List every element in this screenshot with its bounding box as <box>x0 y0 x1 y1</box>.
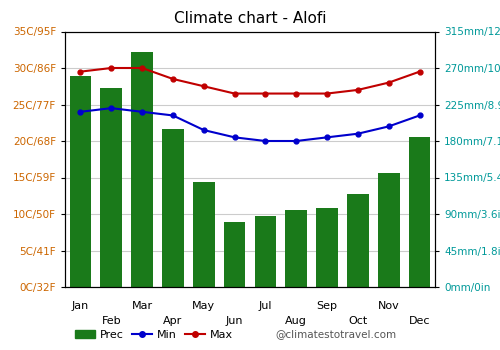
Text: Jun: Jun <box>226 316 244 326</box>
Text: May: May <box>192 301 216 311</box>
Bar <box>316 208 338 287</box>
Bar <box>286 210 307 287</box>
Text: Sep: Sep <box>316 301 338 311</box>
Text: Dec: Dec <box>409 316 430 326</box>
Bar <box>347 194 368 287</box>
Text: Oct: Oct <box>348 316 368 326</box>
Text: Nov: Nov <box>378 301 400 311</box>
Text: Aug: Aug <box>286 316 307 326</box>
Text: Mar: Mar <box>132 301 152 311</box>
Bar <box>70 76 91 287</box>
Bar <box>162 129 184 287</box>
Bar <box>100 88 122 287</box>
Title: Climate chart - Alofi: Climate chart - Alofi <box>174 11 326 26</box>
Text: @climatestotravel.com: @climatestotravel.com <box>275 329 396 339</box>
Text: Apr: Apr <box>164 316 182 326</box>
Bar <box>193 182 214 287</box>
Bar <box>254 216 276 287</box>
Bar <box>132 52 153 287</box>
Text: Jan: Jan <box>72 301 89 311</box>
Legend: Prec, Min, Max: Prec, Min, Max <box>70 326 237 345</box>
Bar <box>409 137 430 287</box>
Bar <box>378 174 400 287</box>
Text: Jul: Jul <box>258 301 272 311</box>
Text: Feb: Feb <box>102 316 121 326</box>
Bar <box>224 222 246 287</box>
